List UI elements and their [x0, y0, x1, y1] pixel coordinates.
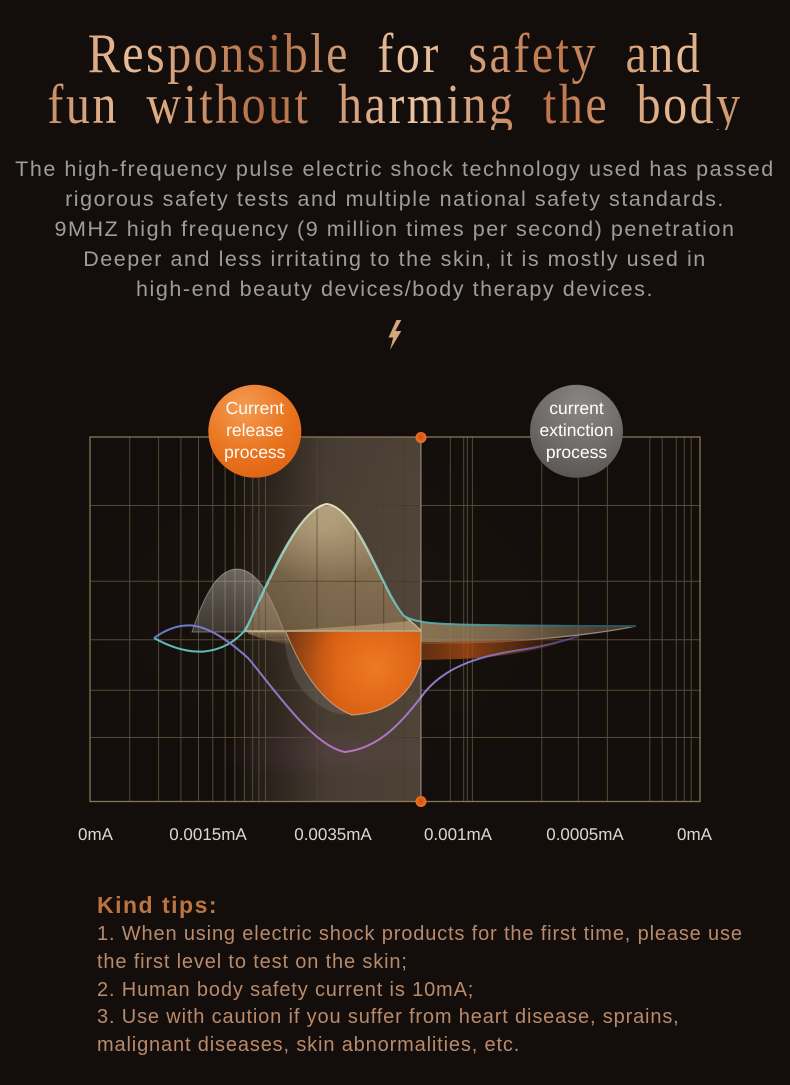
svg-text:0.0005mA: 0.0005mA: [546, 825, 624, 844]
svg-text:process: process: [546, 442, 608, 462]
svg-text:0mA: 0mA: [78, 825, 114, 844]
svg-text:0mA: 0mA: [677, 825, 713, 844]
svg-text:0.001mA: 0.001mA: [424, 825, 493, 844]
svg-text:current: current: [549, 398, 604, 418]
svg-text:0.0035mA: 0.0035mA: [294, 825, 372, 844]
svg-text:Current: Current: [226, 398, 284, 418]
svg-text:0.0015mA: 0.0015mA: [169, 825, 247, 844]
svg-text:release: release: [226, 420, 283, 440]
svg-text:extinction: extinction: [540, 420, 614, 440]
svg-text:process: process: [224, 442, 286, 462]
